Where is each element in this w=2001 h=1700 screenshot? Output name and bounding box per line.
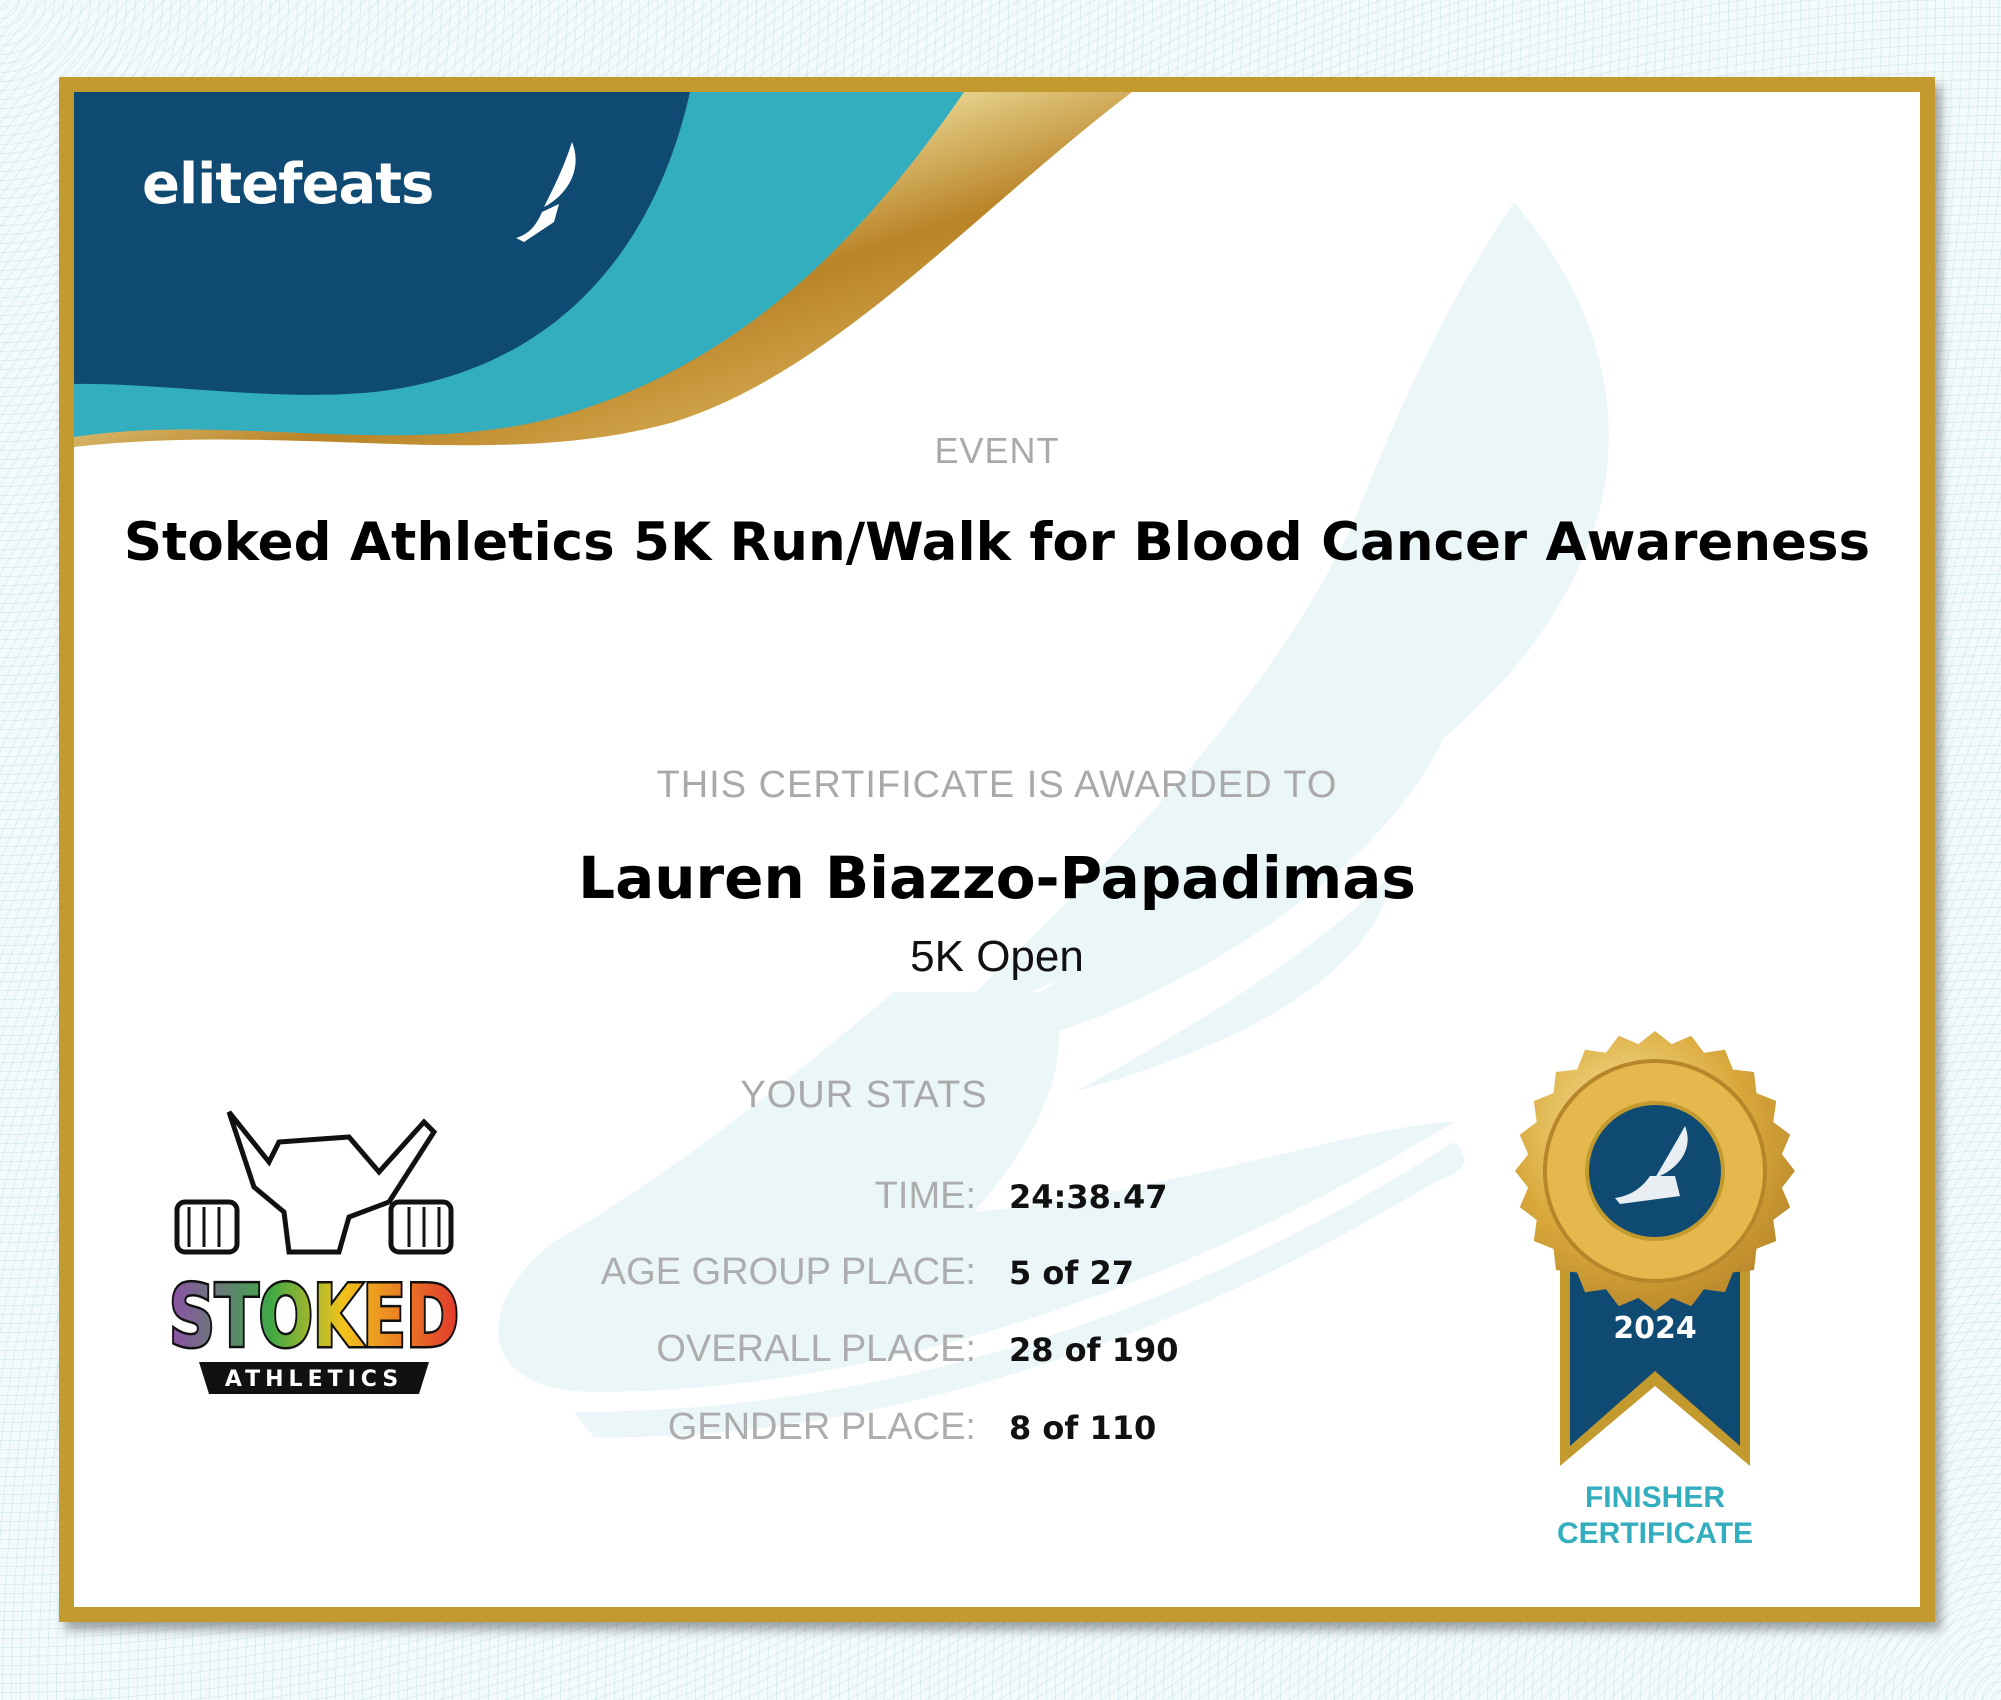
division: 5K Open <box>910 932 1084 981</box>
winged-foot-watermark <box>498 202 1609 1438</box>
stats-label: YOUR STATS <box>740 1074 988 1116</box>
finisher-medal: 2024 <box>1515 1031 1795 1466</box>
badge-year: 2024 <box>1613 1311 1697 1346</box>
winged-foot-icon <box>1615 1126 1688 1204</box>
stat-overall-value: 28 of 190 <box>1009 1331 1179 1369</box>
header-swoosh <box>74 92 1609 1438</box>
stoked-wordmark-graphic: STOKED ATHLETICS <box>167 1265 462 1394</box>
stat-time-label: TIME: <box>874 1175 976 1217</box>
finisher-caption: FINISHER CERTIFICATE <box>1505 1480 1805 1552</box>
finisher-line1: FINISHER <box>1584 1481 1725 1514</box>
stat-gender-label: GENDER PLACE: <box>667 1406 976 1448</box>
recipient-name: Lauren Biazzo-Papadimas <box>578 844 1416 912</box>
event-label: EVENT <box>934 430 1060 471</box>
stat-gender-value: 8 of 110 <box>1009 1409 1157 1447</box>
winged-foot-icon <box>516 142 576 242</box>
stat-age-group-value: 5 of 27 <box>1009 1254 1134 1292</box>
stoked-wordmark: STOKED <box>169 1267 459 1367</box>
athletics-wordmark: ATHLETICS <box>225 1367 403 1392</box>
stat-overall-label: OVERALL PLACE: <box>656 1328 976 1370</box>
shaka-hand-icon <box>174 1110 454 1255</box>
certificate: elitefeats EVENT Stoked Athletics 5K Run… <box>59 77 1935 1622</box>
event-name-row: Stoked Athletics 5K Run/Walk for Blood C… <box>74 512 1920 573</box>
stoked-athletics-logo: STOKED ATHLETICS <box>159 1102 469 1402</box>
elitefeats-logo: elitefeats <box>142 152 434 217</box>
stat-time-value: 24:38.47 <box>1009 1178 1168 1216</box>
awarded-label: THIS CERTIFICATE IS AWARDED TO <box>656 764 1338 806</box>
stat-age-group-label: AGE GROUP PLACE: <box>600 1251 976 1293</box>
event-name: Stoked Athletics 5K Run/Walk for Blood C… <box>123 512 1871 573</box>
finisher-line2: CERTIFICATE <box>1556 1517 1754 1550</box>
